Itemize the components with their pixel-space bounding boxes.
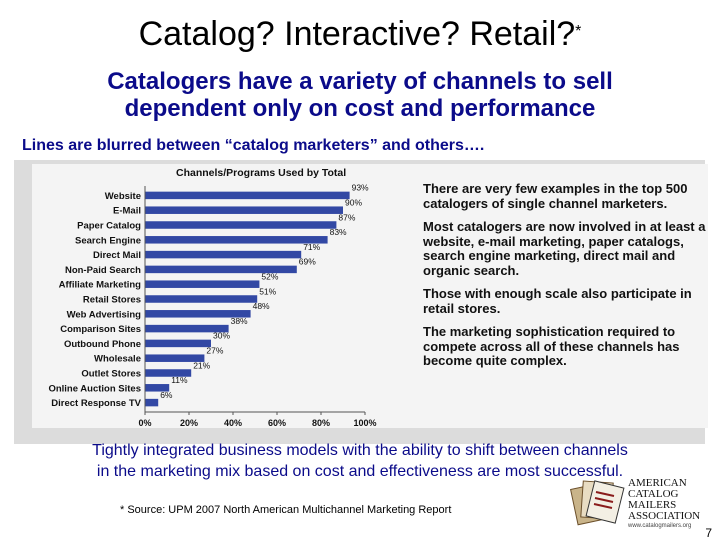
logo-line-1: AMERICAN	[628, 477, 687, 489]
bar	[145, 250, 302, 259]
bar-value-label: 27%	[206, 345, 223, 355]
bar	[145, 295, 258, 303]
bar	[145, 339, 211, 348]
note-3: Those with enough scale also participate…	[423, 286, 692, 316]
note-4: The marketing sophistication required to…	[423, 324, 680, 368]
bar	[145, 280, 260, 288]
bar-value-label: 6%	[160, 390, 173, 400]
x-tick-label: 60%	[268, 418, 286, 428]
note-2: Most catalogers are now involved in at l…	[423, 219, 706, 278]
page-number: 7	[705, 526, 712, 540]
bar-value-label: 21%	[193, 360, 210, 370]
slide-subtitle: Catalogers have a variety of channels to…	[0, 68, 720, 122]
category-label: E-Mail	[113, 206, 141, 217]
logo-line-2: CATALOG MAILERS	[628, 488, 679, 511]
category-label: Web Advertising	[67, 309, 142, 320]
note-1: There are very few examples in the top 5…	[423, 181, 688, 211]
chart-title: Channels/Programs Used by Total	[176, 167, 346, 179]
lines-blurred-text: Lines are blurred between “catalog marke…	[22, 137, 485, 154]
category-label: Online Auction Sites	[48, 383, 141, 394]
x-tick-label: 80%	[312, 418, 330, 428]
bar	[145, 369, 192, 377]
title-footnote-mark: *	[575, 23, 582, 40]
category-label: Direct Response TV	[51, 398, 141, 409]
category-label: Outlet Stores	[81, 369, 141, 380]
bar-value-label: 51%	[259, 286, 276, 296]
channels-bar-chart: Channels/Programs Used by Total Website 93…	[48, 167, 376, 428]
category-label: Search Engine	[75, 235, 141, 246]
chart-notes: There are very few examples in the top 5…	[423, 181, 720, 378]
category-label: Comparison Sites	[60, 324, 141, 335]
bar-value-label: 87%	[338, 212, 355, 222]
bar-value-label: 38%	[231, 316, 248, 326]
logo-url: www.catalogmailers.org	[628, 523, 692, 529]
category-label: Paper Catalog	[77, 221, 141, 232]
x-tick-label: 0%	[138, 418, 151, 428]
bottom-line-2: in the marketing mix based on cost and e…	[96, 463, 624, 480]
logo-text: AMERICAN CATALOG MAILERS ASSOCIATION www…	[628, 478, 710, 530]
logo-line-3: ASSOCIATION	[628, 510, 701, 522]
bar	[145, 398, 159, 407]
acma-logo: AMERICAN CATALOG MAILERS ASSOCIATION www…	[570, 476, 710, 529]
x-tick-label: 100%	[353, 418, 376, 428]
bar-value-label: 69%	[299, 257, 316, 267]
bar	[145, 206, 343, 214]
bar	[145, 310, 251, 318]
subtitle-line-2: dependent only on cost and performance	[124, 95, 596, 122]
category-label: Outbound Phone	[64, 339, 141, 350]
category-label: Retail Stores	[83, 295, 141, 306]
bar	[145, 265, 297, 274]
bottom-line-1: Tightly integrated business models with …	[92, 442, 628, 459]
bar-value-label: 11%	[171, 375, 188, 385]
category-label: Website	[105, 191, 141, 202]
chart-panel: Channels/Programs Used by Total Website 93…	[14, 160, 708, 444]
bottom-statement: Tightly integrated business models with …	[10, 440, 710, 482]
x-tick-label: 40%	[224, 418, 242, 428]
category-label: Wholesale	[94, 354, 141, 365]
bar-value-label: 93%	[352, 183, 369, 193]
catalog-stack-icon	[570, 480, 625, 526]
subtitle-line-1: Catalogers have a variety of channels to…	[107, 68, 613, 95]
bar-value-label: 30%	[213, 331, 230, 341]
bar-value-label: 71%	[303, 242, 320, 252]
bar	[145, 384, 170, 392]
bar	[145, 221, 337, 229]
bar	[145, 324, 229, 333]
slide-title: Catalog? Interactive? Retail?*	[0, 14, 720, 54]
bar-value-label: 52%	[261, 271, 278, 281]
chart-image-area: Channels/Programs Used by Total Website 93…	[32, 164, 708, 428]
bar-value-label: 83%	[330, 227, 347, 237]
source-footnote: * Source: UPM 2007 North American Multic…	[120, 504, 452, 516]
slide-title-text: Catalog? Interactive? Retail?	[138, 15, 576, 53]
bar-value-label: 90%	[345, 197, 362, 207]
category-label: Direct Mail	[93, 250, 141, 261]
bar	[145, 354, 205, 362]
category-label: Non-Paid Search	[65, 265, 141, 276]
bar	[145, 191, 350, 200]
category-label: Affiliate Marketing	[59, 280, 142, 291]
bar-value-label: 48%	[253, 301, 270, 311]
x-tick-label: 20%	[180, 418, 198, 428]
bar	[145, 236, 328, 244]
